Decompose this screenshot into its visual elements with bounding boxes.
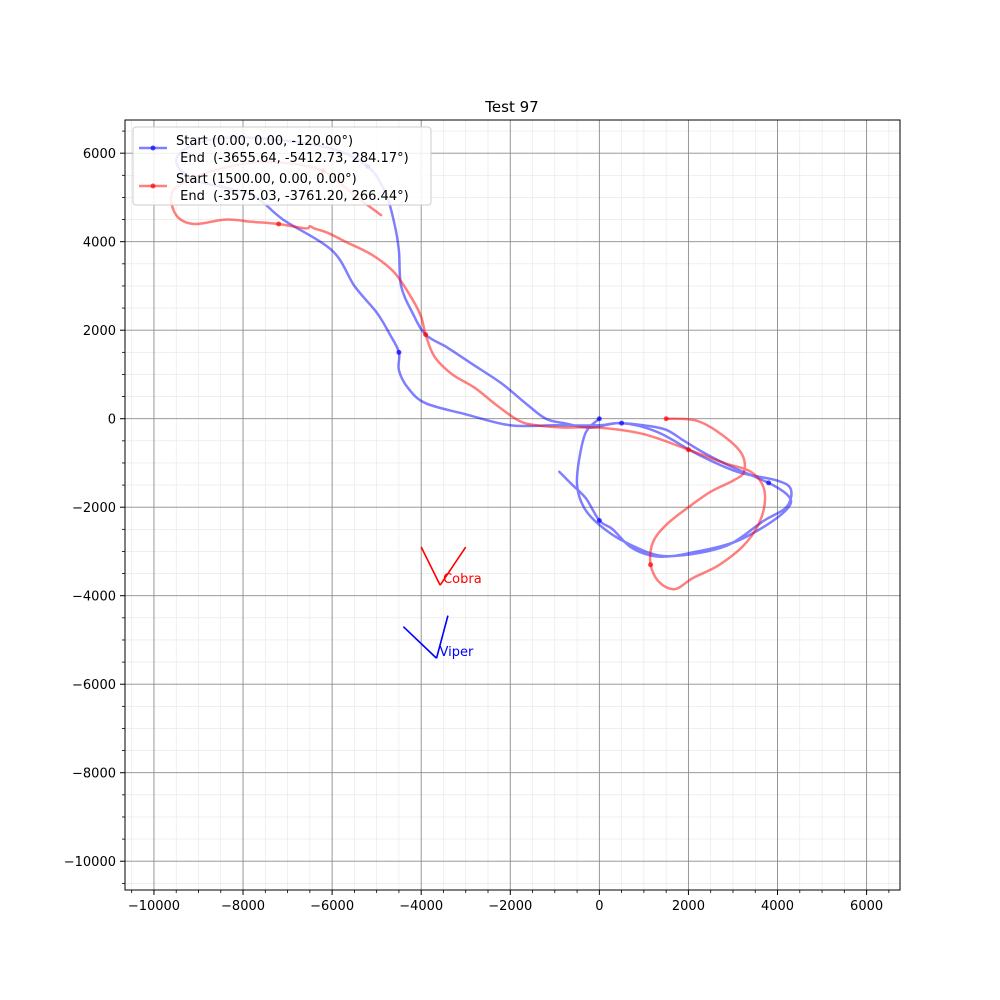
- x-tick-label: −6000: [310, 899, 354, 914]
- x-tick-label: 2000: [672, 899, 705, 914]
- legend-box: [132, 126, 432, 206]
- series-marker-viper: [396, 349, 402, 355]
- heading-marker-cobra: [439, 546, 467, 586]
- y-tick-label: −2000: [72, 501, 116, 516]
- series-marker-viper: [596, 517, 602, 523]
- legend-label-viper: End (-3655.64, -5412.73, 284.17°): [176, 151, 409, 166]
- series-marker-cobra: [423, 332, 429, 338]
- legend-label-cobra: Start (1500.00, 0.00, 0.00°): [176, 172, 357, 187]
- legend-marker-cobra: [150, 183, 156, 189]
- series-marker-cobra: [276, 221, 282, 227]
- chart-title: Test 97: [484, 98, 538, 116]
- legend-marker-viper: [150, 145, 156, 151]
- annotation-viper: Viper: [440, 645, 474, 660]
- y-tick-label: −4000: [72, 590, 116, 605]
- annotation-cobra: Cobra: [443, 572, 482, 587]
- x-tick-label: 4000: [761, 899, 794, 914]
- heading-marker-viper: [402, 626, 438, 659]
- y-tick-label: 6000: [83, 147, 116, 162]
- series-marker-viper: [619, 420, 625, 426]
- x-tick-label: 6000: [850, 899, 883, 914]
- heading-marker-viper: [435, 615, 449, 659]
- legend-label-cobra: End (-3575.03, -3761.20, 266.44°): [176, 189, 409, 204]
- legend-label-viper: Start (0.00, 0.00, -120.00°): [176, 134, 353, 149]
- y-tick-label: −10000: [64, 855, 116, 870]
- x-tick-label: −10000: [128, 899, 180, 914]
- series-marker-viper: [766, 480, 772, 486]
- x-tick-label: −8000: [221, 899, 265, 914]
- axes-frame: [124, 119, 901, 891]
- y-tick-label: 2000: [83, 324, 116, 339]
- plot-area: −10000 −8000 −6000 −4000 −2000 0 2000 4000 6000 −…: [64, 119, 901, 914]
- y-tick-label: 4000: [83, 236, 116, 251]
- x-tick-label: −2000: [488, 899, 532, 914]
- x-tick-label: 0: [595, 899, 603, 914]
- legend: Start (0.00, 0.00, -120.00°) End (-3655.…: [132, 126, 432, 206]
- series-marker-cobra: [663, 416, 669, 422]
- y-tick-label: 0: [108, 413, 116, 428]
- x-tick-label: −4000: [399, 899, 443, 914]
- heading-marker-cobra: [420, 546, 441, 586]
- y-tick-label: −8000: [72, 767, 116, 782]
- series-line-cobra: [169, 160, 767, 591]
- series-marker-viper: [596, 416, 602, 422]
- series-marker-cobra: [685, 447, 691, 453]
- series-marker-cobra: [648, 562, 654, 568]
- y-tick-label: −6000: [72, 678, 116, 693]
